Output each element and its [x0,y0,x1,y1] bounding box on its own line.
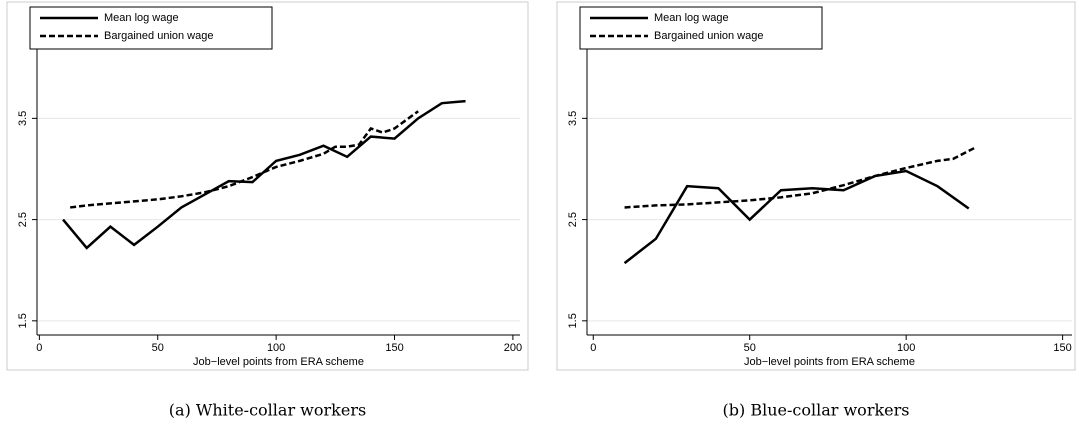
x-axis-label: Job−level points from ERA scheme [744,356,915,368]
y-tick-label: 1.5 [17,313,29,328]
legend-label: Mean log wage [654,12,729,24]
y-tick-label: 2.5 [567,212,579,227]
y-tick-label: 3.5 [567,111,579,126]
legend-box [579,6,823,50]
legend-box [29,6,273,50]
caption: (b) Blue-collar workers [723,401,910,420]
legend-label: Bargained union wage [104,30,213,42]
series-line [69,110,419,209]
series-line [624,146,976,209]
x-tick-label: 0 [590,342,596,354]
series-line [623,169,970,265]
series-line [62,99,466,250]
x-tick-label: 50 [744,342,756,354]
legend-label: Bargained union wage [654,30,763,42]
y-tick-label: 2.5 [17,212,29,227]
y-tick-label: 1.5 [567,313,579,328]
panel-frame [6,1,529,371]
x-tick-label: 0 [36,342,42,354]
caption: (a) White-collar workers [169,401,366,420]
x-axis-label: Job−level points from ERA scheme [193,356,364,368]
x-tick-label: 150 [1053,342,1071,354]
x-tick-label: 100 [267,342,285,354]
x-tick-label: 200 [504,342,522,354]
y-tick-label: 3.5 [17,111,29,126]
x-tick-label: 150 [385,342,403,354]
x-tick-label: 100 [897,342,915,354]
x-tick-label: 50 [152,342,164,354]
legend-label: Mean log wage [104,12,179,24]
panel-frame [556,1,1076,371]
